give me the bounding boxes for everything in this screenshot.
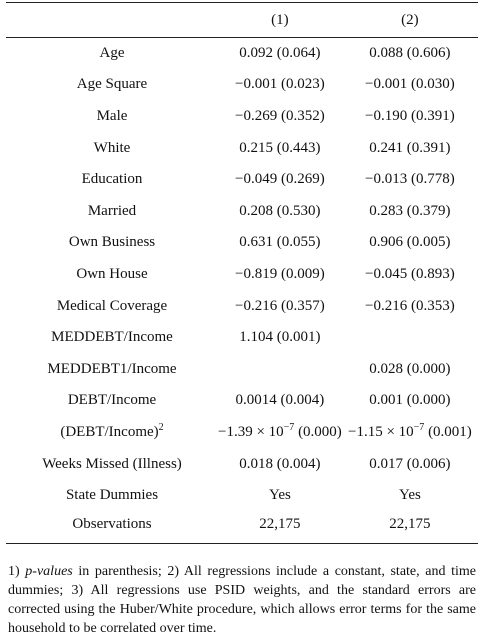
cell: −0.819 (0.009): [235, 265, 325, 282]
cell: 0.017 (0.006): [369, 455, 451, 472]
cell: −1.15 × 10−7 (0.001): [342, 417, 478, 449]
footnote-italic: 1): [8, 564, 26, 579]
cell: −1.39 × 10−7 (0.000): [218, 417, 342, 449]
cell: 0.283 (0.379): [369, 202, 451, 219]
cell: −0.216 (0.353): [365, 297, 455, 314]
table-row: Male −0.269 (0.352) −0.190 (0.391): [6, 101, 478, 133]
cell: −0.269 (0.352): [235, 107, 325, 124]
footnote-text: in parenthesis; 2) All regressions inclu…: [8, 564, 476, 636]
cell: [342, 322, 478, 354]
row-label: MEDDEBT/Income: [51, 329, 173, 346]
cell: −0.001 (0.023): [235, 76, 325, 93]
cell: −0.001 (0.030): [365, 76, 455, 93]
cell: 0.241 (0.391): [369, 139, 451, 156]
cell: [218, 353, 342, 385]
row-label: Observations: [72, 516, 152, 533]
table-row: Weeks Missed (Illness) 0.018 (0.004) 0.017…: [6, 448, 478, 480]
cell: −0.013 (0.778): [365, 171, 455, 188]
table-row: White 0.215 (0.443) 0.241 (0.391): [6, 132, 478, 164]
superscript: 2: [158, 421, 164, 433]
cell: Yes: [268, 487, 291, 504]
row-label: DEBT/Income: [67, 392, 157, 409]
superscript: −7: [283, 421, 295, 433]
row-label: Age Square: [76, 76, 148, 93]
footnote-italic-term: p-values: [25, 564, 73, 579]
cell: 22,175: [389, 516, 431, 533]
table-row: State Dummies Yes Yes: [6, 480, 478, 512]
table-row: Age Square −0.001 (0.023) −0.001 (0.030): [6, 69, 478, 101]
row-label: Married: [87, 202, 137, 219]
row-label: Male: [96, 107, 128, 124]
regression-table: (1) (2) Age 0.092 (0.064) 0.088 (0.606) Age…: [6, 2, 478, 544]
superscript: −7: [413, 421, 425, 433]
cell: 0.092 (0.064): [239, 45, 321, 62]
row-label: Own Business: [68, 234, 156, 251]
cell: −0.216 (0.357): [235, 297, 325, 314]
cell: 0.018 (0.004): [239, 455, 321, 472]
footnote: 1) p-values in parenthesis; 2) All regre…: [8, 562, 476, 638]
table-row: Observations 22,175 22,175: [6, 511, 478, 543]
cell: −0.045 (0.893): [365, 265, 455, 282]
table-row: Own House −0.819 (0.009) −0.045 (0.893): [6, 259, 478, 291]
cell: Yes: [398, 487, 421, 504]
cell: −0.190 (0.391): [365, 107, 455, 124]
row-label: Own House: [76, 265, 148, 282]
row-label: Medical Coverage: [56, 297, 168, 314]
header-row: (1) (2): [6, 2, 478, 38]
cell: 0.906 (0.005): [369, 234, 451, 251]
row-label: MEDDEBT1/Income: [47, 360, 177, 377]
cell-text: −1.39 × 10: [218, 423, 284, 440]
cell: 0.028 (0.000): [369, 360, 451, 377]
table-row: Education −0.049 (0.269) −0.013 (0.778): [6, 164, 478, 196]
table-body: Age 0.092 (0.064) 0.088 (0.606) Age Square −…: [6, 38, 478, 543]
column-header: (2): [401, 11, 419, 28]
table-row: Age 0.092 (0.064) 0.088 (0.606): [6, 38, 478, 70]
cell: 0.088 (0.606): [369, 45, 451, 62]
table-row: MEDDEBT/Income 1.104 (0.001): [6, 322, 478, 354]
row-label: Age: [99, 45, 125, 62]
cell: 0.0014 (0.004): [235, 392, 325, 409]
cell: 22,175: [259, 516, 301, 533]
table-row: (DEBT/Income)2 −1.39 × 10−7 (0.000) −1.15 …: [6, 417, 478, 449]
cell: 1.104 (0.001): [239, 329, 321, 346]
cell: 0.001 (0.000): [369, 392, 451, 409]
row-label: State Dummies: [65, 487, 159, 504]
cell-text: (0.000): [294, 423, 342, 440]
cell-text: −1.15 × 10: [348, 423, 414, 440]
table-row: MEDDEBT1/Income 0.028 (0.000): [6, 353, 478, 385]
table-row: Medical Coverage −0.216 (0.357) −0.216 (0.…: [6, 290, 478, 322]
table-row: Own Business 0.631 (0.055) 0.906 (0.005): [6, 227, 478, 259]
row-label: White: [93, 139, 131, 156]
cell-text: (DEBT/Income): [60, 423, 159, 440]
column-header: (1): [271, 11, 289, 28]
cell: 0.208 (0.530): [239, 202, 321, 219]
table-row: DEBT/Income 0.0014 (0.004) 0.001 (0.000): [6, 385, 478, 417]
cell-text: (0.001): [424, 423, 472, 440]
cell: 0.631 (0.055): [239, 234, 321, 251]
table-row: Married 0.208 (0.530) 0.283 (0.379): [6, 195, 478, 227]
cell: 0.215 (0.443): [239, 139, 321, 156]
row-label: Education: [81, 171, 143, 188]
cell: −0.049 (0.269): [235, 171, 325, 188]
row-label: Weeks Missed (Illness): [42, 455, 182, 472]
row-label: (DEBT/Income)2: [6, 417, 218, 449]
